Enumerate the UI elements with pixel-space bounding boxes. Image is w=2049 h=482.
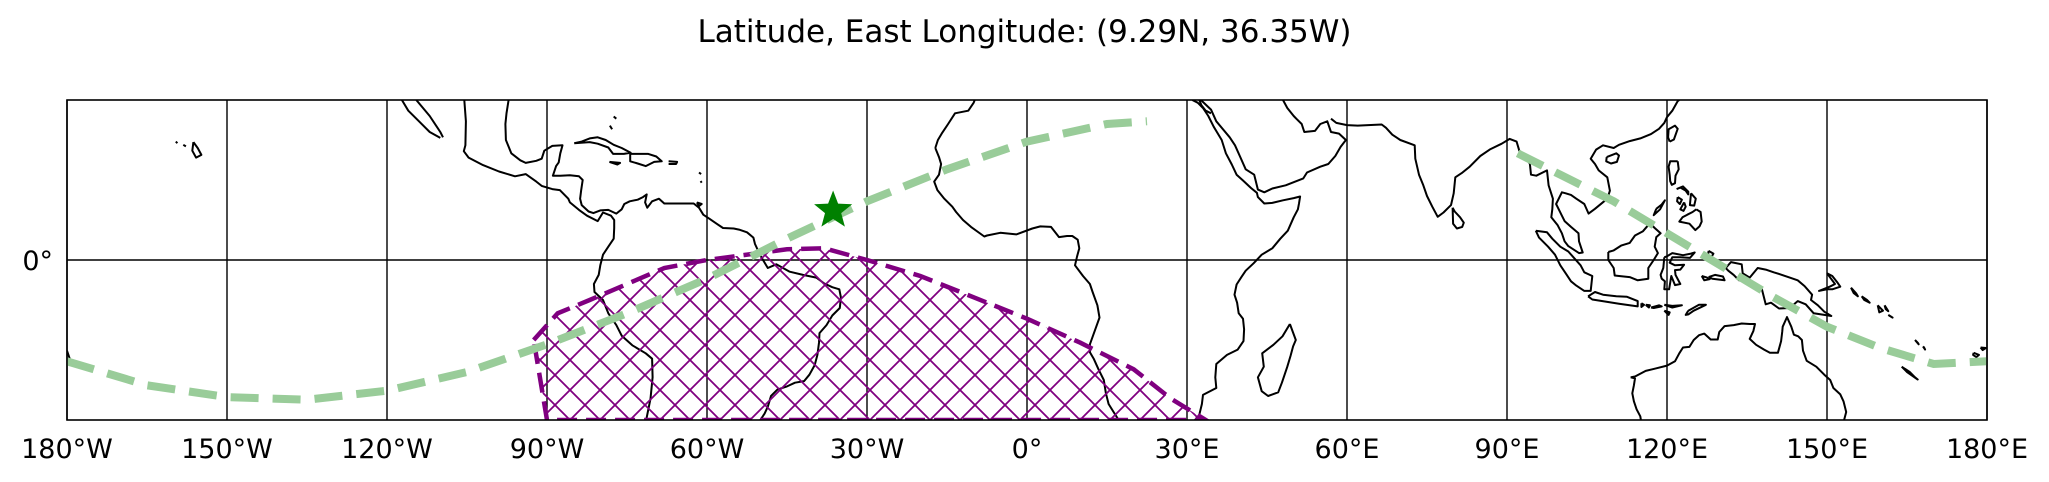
coastline bbox=[609, 125, 613, 130]
coastline bbox=[415, 100, 444, 138]
coastline bbox=[1330, 100, 1680, 255]
coastline bbox=[1724, 261, 1833, 317]
coastline bbox=[1667, 160, 1680, 186]
coastline bbox=[629, 152, 663, 168]
coastline bbox=[1684, 303, 1707, 316]
plot-frame bbox=[66, 99, 1988, 421]
coastline bbox=[698, 171, 702, 175]
x-tick-label: 150°W bbox=[181, 434, 273, 465]
coastline bbox=[1679, 201, 1687, 212]
shaded-region bbox=[531, 246, 1211, 420]
coastline bbox=[175, 140, 179, 144]
coastline bbox=[1587, 291, 1639, 308]
coastline bbox=[1200, 100, 1347, 194]
coastline bbox=[1607, 222, 1662, 282]
coastline bbox=[1645, 303, 1651, 309]
x-tick-label: 30°E bbox=[1155, 434, 1220, 465]
x-tick-label: 180°W bbox=[21, 434, 113, 465]
coastline bbox=[182, 143, 187, 148]
x-tick-label: 60°E bbox=[1315, 434, 1380, 465]
coastline bbox=[668, 160, 679, 165]
coastline bbox=[1688, 192, 1697, 207]
coastline bbox=[1860, 295, 1871, 304]
y-tick-label: 0° bbox=[22, 246, 53, 277]
star-marker bbox=[814, 190, 853, 227]
coastline bbox=[696, 201, 703, 208]
terminator-line bbox=[67, 117, 1987, 404]
coastline bbox=[1640, 302, 1646, 308]
x-tick-label: 180°E bbox=[1946, 434, 2028, 465]
coastline bbox=[934, 100, 976, 149]
coastline bbox=[1708, 273, 1726, 282]
x-tick-label: 120°W bbox=[341, 434, 433, 465]
location-marker bbox=[814, 190, 853, 227]
coastline bbox=[1972, 351, 1980, 359]
coastline bbox=[1667, 124, 1679, 143]
coastline bbox=[1678, 208, 1703, 232]
terminator-segment bbox=[1515, 149, 1987, 369]
coastline bbox=[1534, 229, 1594, 292]
coastline bbox=[401, 100, 441, 139]
coastline bbox=[1605, 152, 1620, 165]
coastline bbox=[1451, 207, 1465, 230]
x-tick-label: 120°E bbox=[1626, 434, 1708, 465]
coastline bbox=[573, 136, 632, 155]
map-title: Latitude, East Longitude: (9.29N, 36.35W… bbox=[697, 14, 1352, 50]
coastline bbox=[1256, 323, 1297, 397]
coastline bbox=[1676, 185, 1690, 196]
coastline bbox=[1676, 196, 1683, 205]
coastline bbox=[1191, 100, 1302, 420]
x-tick-label: 150°E bbox=[1786, 434, 1868, 465]
coastline bbox=[699, 180, 703, 184]
coastline bbox=[1663, 303, 1683, 309]
coastline bbox=[1630, 376, 1642, 420]
coastline bbox=[1652, 199, 1666, 217]
coastline bbox=[1700, 275, 1711, 282]
tick-labels: 180°W 150°W 120°W 90°W 60°W 30°W 0° 30°E 60°E 90°… bbox=[21, 246, 2028, 465]
x-tick-label: 30°W bbox=[830, 434, 905, 465]
terminator-segment bbox=[67, 117, 1148, 404]
x-tick-label: 90°E bbox=[1475, 434, 1540, 465]
coastline bbox=[1659, 251, 1696, 291]
coastline bbox=[1663, 309, 1671, 316]
coastline bbox=[1979, 346, 1987, 352]
coastline bbox=[1850, 287, 1859, 298]
coastline bbox=[1914, 339, 1920, 346]
x-tick-label: 60°W bbox=[670, 434, 745, 465]
x-tick-label: 90°W bbox=[510, 434, 585, 465]
coastline bbox=[1922, 345, 1927, 351]
coastline bbox=[1887, 314, 1894, 319]
coastline bbox=[1883, 304, 1890, 313]
gridlines bbox=[66, 100, 1988, 420]
coastline bbox=[613, 115, 617, 120]
coastline bbox=[191, 141, 203, 159]
coastline bbox=[609, 160, 622, 166]
coastline bbox=[1818, 272, 1842, 292]
coastline bbox=[1900, 365, 1919, 381]
coastline bbox=[1630, 316, 1848, 420]
coastline bbox=[1876, 304, 1884, 314]
x-tick-label: 0° bbox=[1012, 434, 1043, 465]
region-outline bbox=[531, 246, 1211, 420]
region-hatch bbox=[533, 248, 1206, 420]
coastline bbox=[1650, 304, 1663, 309]
